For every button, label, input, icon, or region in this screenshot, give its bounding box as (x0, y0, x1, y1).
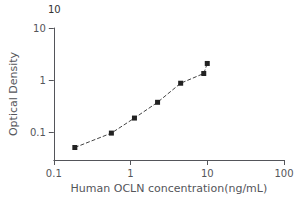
svg-text:10: 10 (201, 168, 214, 179)
svg-text:0.1: 0.1 (30, 127, 46, 138)
svg-text:1: 1 (127, 168, 133, 179)
svg-text:10: 10 (33, 23, 46, 34)
svg-text:1: 1 (39, 75, 45, 86)
svg-text:0.1: 0.1 (46, 168, 62, 179)
svg-text:10: 10 (48, 4, 61, 15)
svg-text:Optical Density: Optical Density (7, 51, 20, 136)
svg-text:100: 100 (274, 168, 293, 179)
svg-text:Human OCLN concentration(ng/mL: Human OCLN concentration(ng/mL) (71, 182, 268, 195)
